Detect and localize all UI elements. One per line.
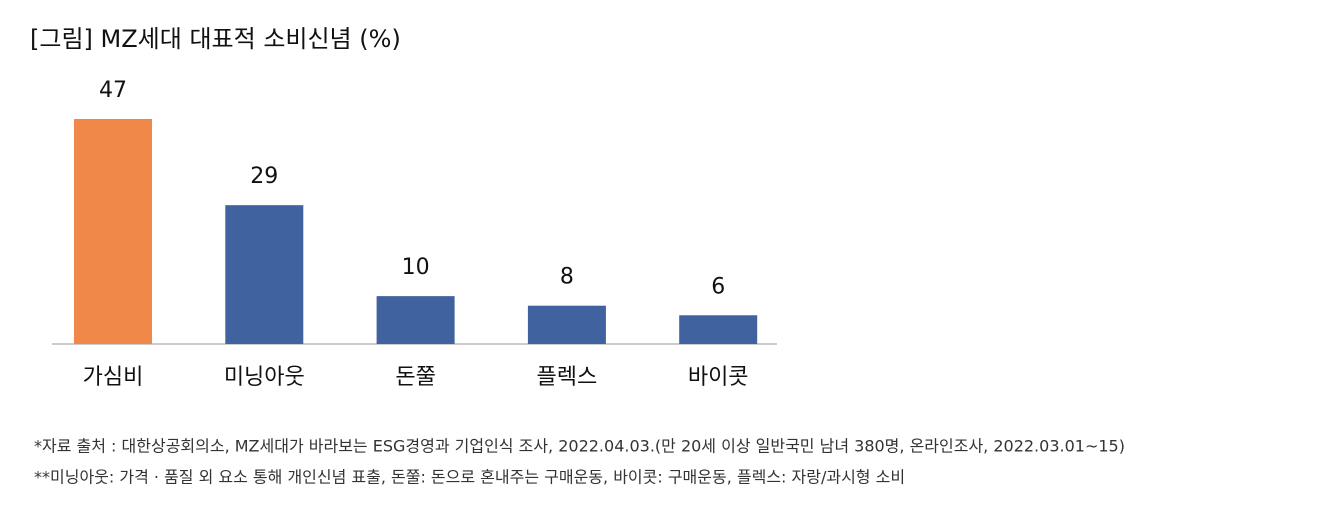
bar [679, 315, 758, 344]
bar [225, 205, 304, 344]
x-tick-label: 바이콧 [688, 365, 749, 390]
x-tick-label: 플렉스 [537, 365, 598, 390]
footnote: **미닝아웃: 가격 · 품질 외 요소 통해 개인신념 표출, 돈쭐: 돈으로… [34, 468, 905, 487]
bar [74, 119, 152, 344]
value-label: 8 [560, 265, 574, 290]
x-tick-label: 돈쭐 [395, 365, 435, 390]
bar [527, 305, 606, 344]
chart-title: [그림] MZ세대 대표적 소비신념 (%) [30, 25, 401, 53]
value-label: 6 [711, 274, 725, 299]
bar [376, 296, 455, 344]
value-label: 47 [99, 78, 127, 103]
x-tick-label: 가심비 [83, 365, 144, 390]
x-tick-label: 미닝아웃 [224, 365, 305, 390]
value-label: 29 [250, 164, 278, 189]
footnote: *자료 출처 : 대한상공회의소, MZ세대가 바라보는 ESG경영과 기업인식… [34, 437, 1125, 456]
value-label: 10 [402, 255, 430, 280]
